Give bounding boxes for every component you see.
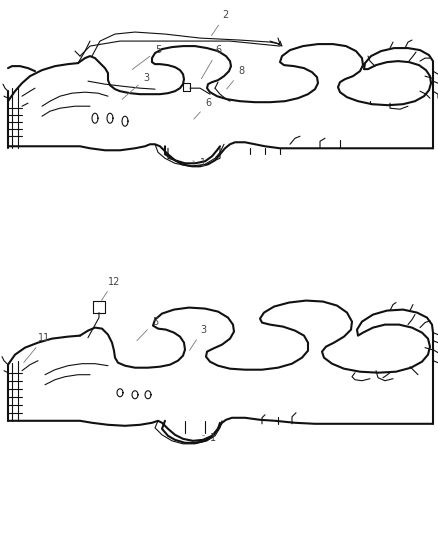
Text: 5: 5 xyxy=(132,45,161,69)
Text: 5: 5 xyxy=(137,317,158,341)
Text: 6: 6 xyxy=(194,98,211,119)
Text: 12: 12 xyxy=(102,277,120,300)
Text: 1: 1 xyxy=(203,433,216,443)
Text: 3: 3 xyxy=(122,73,149,99)
Text: 3: 3 xyxy=(190,325,206,350)
Text: 1: 1 xyxy=(193,158,206,168)
Text: 6: 6 xyxy=(201,45,221,79)
Text: 2: 2 xyxy=(212,10,228,36)
Text: 8: 8 xyxy=(227,66,244,89)
Text: 11: 11 xyxy=(24,333,50,362)
